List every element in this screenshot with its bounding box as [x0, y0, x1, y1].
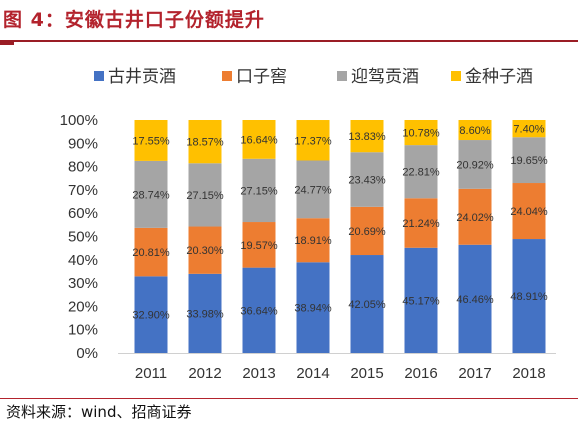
bar-segment — [134, 276, 168, 353]
bar-segment — [512, 183, 546, 240]
data-label: 8.60% — [459, 125, 490, 137]
bar-segment — [242, 120, 276, 159]
data-label: 20.30% — [186, 245, 224, 257]
bar-segment — [458, 188, 492, 245]
y-tick-label: 0% — [76, 345, 98, 362]
data-label: 16.64% — [240, 134, 278, 146]
legend-swatch-2 — [222, 71, 232, 81]
bar-segment — [296, 218, 330, 263]
bar-segment — [188, 226, 222, 274]
data-label: 24.04% — [510, 206, 548, 218]
bar-segment — [512, 120, 546, 138]
bar-segment — [188, 163, 222, 227]
y-tick-label: 60% — [68, 205, 98, 222]
bar-segment — [404, 247, 438, 353]
data-label: 38.94% — [294, 303, 332, 315]
bar-segment — [404, 198, 438, 248]
data-label: 18.91% — [294, 235, 332, 247]
y-tick-label: 70% — [68, 182, 98, 199]
data-label: 48.91% — [510, 291, 548, 303]
data-label: 19.57% — [240, 240, 278, 252]
bar-segment — [296, 120, 330, 161]
bar-segment — [350, 255, 384, 353]
data-label: 22.81% — [402, 167, 440, 179]
figure-title: 图 4：安徽古井口子份额提升 — [3, 9, 265, 31]
x-tick-label: 2012 — [188, 365, 221, 382]
source-note: 资料来源：wind、招商证券 — [6, 403, 192, 421]
data-label: 17.37% — [294, 135, 332, 147]
data-label: 23.43% — [348, 175, 386, 187]
data-label: 27.15% — [186, 190, 224, 202]
legend-label-3: 迎驾贡酒 — [351, 67, 419, 87]
x-tick-label: 2018 — [512, 365, 545, 382]
bar-segment — [350, 120, 384, 153]
y-tick-label: 20% — [68, 298, 98, 315]
legend-swatch-3 — [337, 71, 347, 81]
x-tick-label: 2015 — [350, 365, 383, 382]
x-tick-label: 2011 — [135, 365, 167, 382]
data-label: 13.83% — [348, 131, 386, 143]
bar-segment — [350, 152, 384, 207]
data-label: 20.81% — [132, 247, 170, 259]
bar-segment — [512, 239, 546, 353]
data-label: 20.69% — [348, 226, 386, 238]
data-label: 24.77% — [294, 184, 332, 196]
data-label: 24.02% — [456, 212, 494, 224]
y-tick-label: 50% — [68, 229, 98, 246]
data-label: 17.55% — [132, 135, 170, 147]
y-tick-label: 40% — [68, 252, 98, 269]
x-tick-label: 2014 — [296, 365, 329, 382]
y-tick-label: 100% — [60, 112, 98, 129]
bar-segment — [188, 120, 222, 164]
y-tick-label: 10% — [68, 322, 98, 339]
source-rule — [0, 398, 578, 399]
bar-segment — [512, 137, 546, 184]
bar-segment — [350, 206, 384, 256]
legend-label-4: 金种子酒 — [465, 67, 533, 87]
bar-segment — [296, 160, 330, 219]
y-tick-label: 30% — [68, 275, 98, 292]
data-label: 46.46% — [456, 294, 494, 306]
data-label: 18.57% — [186, 137, 224, 149]
bar-segment — [242, 158, 276, 223]
bar-segment — [134, 120, 168, 161]
legend-label-2: 口子窖 — [236, 67, 287, 87]
legend-swatch-1 — [94, 71, 104, 81]
bar-segment — [188, 273, 222, 353]
data-label: 42.05% — [348, 299, 386, 311]
bar-segment — [458, 120, 492, 141]
data-label: 32.90% — [132, 310, 170, 322]
data-label: 28.74% — [132, 189, 170, 201]
data-label: 10.78% — [402, 128, 440, 140]
y-tick-label: 90% — [68, 135, 98, 152]
data-label: 19.65% — [510, 155, 548, 167]
bar-segment — [134, 160, 168, 228]
data-label: 36.64% — [240, 305, 278, 317]
legend-swatch-4 — [451, 71, 461, 81]
bar-segment — [404, 145, 438, 199]
data-label: 33.98% — [186, 308, 224, 320]
data-label: 27.15% — [240, 185, 278, 197]
legend-label-1: 古井贡酒 — [108, 67, 176, 87]
data-label: 7.40% — [513, 124, 544, 136]
bar-segment — [404, 120, 438, 146]
data-label: 21.24% — [402, 218, 440, 230]
bar-segment — [458, 140, 492, 189]
bar-segment — [134, 227, 168, 277]
x-tick-label: 2013 — [242, 365, 275, 382]
x-tick-label: 2017 — [458, 365, 491, 382]
bar-segment — [458, 244, 492, 353]
x-tick-label: 2016 — [404, 365, 437, 382]
bar-segment — [296, 262, 330, 353]
data-label: 20.92% — [456, 159, 494, 171]
bar-segment — [242, 222, 276, 268]
title-rule-accent — [0, 42, 14, 45]
data-label: 45.17% — [402, 295, 440, 307]
title-rule — [0, 40, 578, 42]
y-tick-label: 80% — [68, 159, 98, 176]
bar-segment — [242, 267, 276, 353]
